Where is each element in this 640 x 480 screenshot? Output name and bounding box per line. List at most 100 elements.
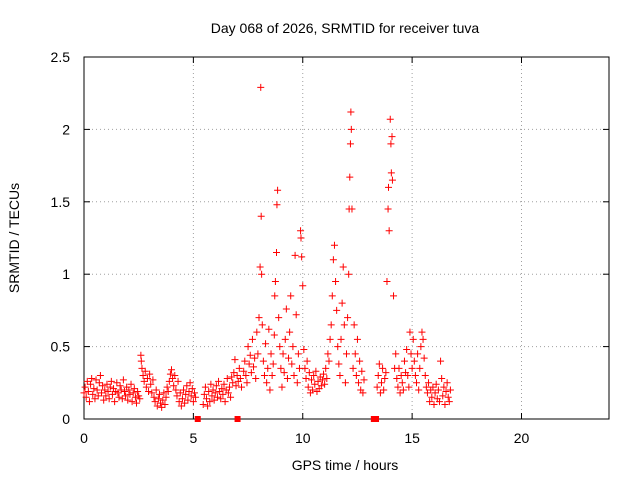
data-point	[99, 382, 107, 390]
data-point	[263, 379, 271, 387]
data-point	[113, 379, 121, 387]
data-point	[148, 389, 156, 397]
data-point	[321, 380, 329, 388]
data-point	[323, 374, 331, 382]
data-point	[446, 386, 454, 394]
data-point	[312, 367, 320, 375]
data-point	[337, 335, 345, 343]
data-point	[159, 396, 167, 404]
data-point	[251, 354, 259, 362]
data-point	[257, 83, 265, 91]
data-point	[388, 176, 396, 184]
data-point	[418, 328, 426, 336]
data-point	[267, 350, 275, 358]
data-point	[259, 357, 267, 365]
data-point	[274, 186, 282, 194]
data-point	[387, 140, 395, 148]
data-point	[373, 383, 381, 391]
data-point	[415, 386, 423, 394]
data-point	[107, 377, 115, 385]
data-point	[135, 392, 143, 400]
data-point	[289, 343, 297, 351]
data-point	[130, 385, 138, 393]
data-point	[279, 350, 287, 358]
data-point	[353, 335, 361, 343]
data-point	[335, 360, 343, 368]
data-point	[409, 335, 417, 343]
data-point	[129, 389, 137, 397]
data-point	[103, 380, 111, 388]
data-point	[262, 340, 270, 348]
data-point	[246, 351, 254, 359]
data-point	[390, 292, 398, 300]
data-point	[255, 314, 263, 322]
data-point	[128, 398, 136, 406]
data-point	[428, 393, 436, 401]
data-point	[343, 350, 350, 358]
data-point	[145, 387, 153, 395]
data-point	[426, 398, 434, 406]
data-point	[223, 374, 231, 382]
data-point	[217, 395, 225, 403]
data-point	[96, 372, 104, 380]
data-point	[180, 386, 188, 394]
data-point	[293, 379, 301, 387]
data-point	[396, 389, 404, 397]
data-point	[380, 386, 388, 394]
data-point	[94, 392, 102, 400]
data-point	[266, 386, 274, 394]
data-point	[385, 227, 393, 235]
data-point	[258, 270, 266, 278]
y-tick-label: 1.5	[51, 194, 71, 210]
data-point	[311, 380, 319, 388]
data-point	[174, 377, 182, 385]
data-point	[269, 360, 277, 368]
data-point	[317, 382, 325, 390]
data-point	[211, 389, 219, 397]
data-point	[172, 386, 180, 394]
data-point	[146, 370, 154, 378]
data-point	[421, 372, 429, 380]
data-point	[106, 383, 114, 391]
data-point	[347, 108, 355, 116]
data-point	[87, 380, 95, 388]
data-point	[283, 374, 291, 382]
data-point	[285, 354, 293, 362]
data-point	[175, 398, 183, 406]
data-point	[133, 399, 140, 407]
data-point	[140, 377, 148, 385]
data-point	[177, 402, 185, 410]
data-point	[351, 350, 359, 358]
data-point	[324, 350, 332, 358]
data-point	[328, 292, 336, 300]
data-point	[443, 379, 451, 387]
data-point	[400, 357, 408, 365]
data-point	[155, 390, 163, 398]
data-point	[435, 398, 443, 406]
data-point	[356, 357, 364, 365]
data-point	[118, 395, 126, 403]
data-point	[329, 256, 337, 264]
data-point	[248, 335, 256, 343]
x-axis-label: GPS time / hours	[292, 457, 399, 473]
data-point	[408, 364, 416, 372]
data-point	[154, 395, 162, 403]
chart-title: Day 068 of 2026, SRMTID for receiver tuv…	[211, 20, 480, 36]
data-point	[203, 395, 210, 403]
data-point	[250, 363, 258, 371]
data-point	[228, 373, 236, 381]
data-point	[232, 382, 240, 390]
data-point	[291, 251, 299, 259]
data-point	[115, 393, 123, 401]
data-point	[125, 386, 133, 394]
x-tick-label: 20	[514, 430, 530, 446]
data-point	[318, 376, 326, 384]
data-point	[218, 385, 226, 393]
data-point	[119, 376, 127, 384]
data-point	[83, 377, 91, 385]
data-point	[90, 385, 98, 393]
data-point	[294, 350, 302, 358]
data-point	[277, 364, 285, 372]
data-point	[152, 386, 160, 394]
data-point	[434, 386, 442, 394]
